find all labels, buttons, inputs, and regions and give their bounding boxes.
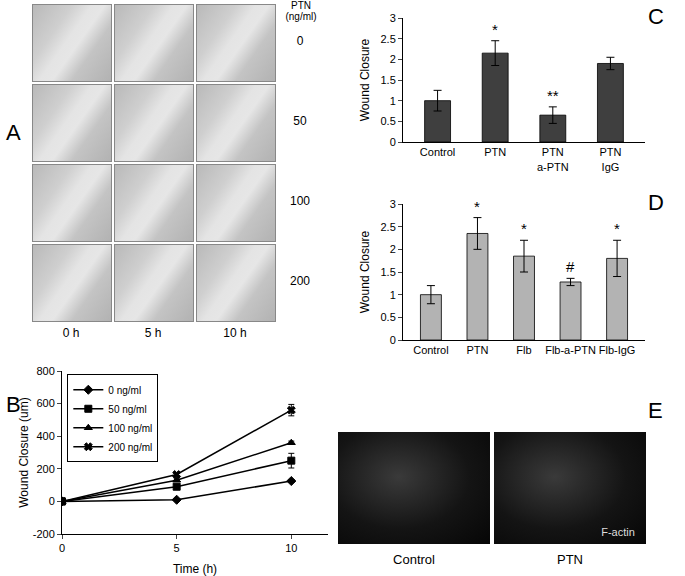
svg-text:100 ng/ml: 100 ng/ml [108, 423, 152, 434]
svg-text:*: * [614, 220, 620, 237]
svg-text:50 ng/ml: 50 ng/ml [108, 404, 146, 415]
svg-text:Wound Closure: Wound Closure [358, 38, 372, 121]
html-text:A: A [6, 120, 21, 145]
svg-text:0 ng/ml: 0 ng/ml [108, 385, 141, 396]
html-text:B: B [6, 392, 21, 417]
svg-text:-200: -200 [33, 528, 55, 540]
svg-text:#: # [566, 258, 575, 275]
html-text:0 h: 0 h [62, 326, 80, 340]
html-text:0: 0 [296, 34, 304, 48]
html-text:PTN (ng/ml): PTN (ng/ml) [285, 0, 317, 22]
svg-text:Control: Control [420, 146, 455, 158]
svg-text:200: 200 [36, 463, 54, 475]
svg-text:0: 0 [49, 495, 55, 507]
svg-text:1: 1 [390, 95, 396, 107]
svg-text:*: * [521, 220, 527, 237]
svg-text:Control: Control [413, 344, 448, 356]
svg-text:0: 0 [390, 136, 396, 148]
svg-text:Flb: Flb [516, 344, 531, 356]
html-text:10 h: 10 h [223, 326, 247, 340]
svg-text:PTN: PTN [484, 146, 506, 158]
svg-text:Wound Closure (um): Wound Closure (um) [17, 397, 31, 508]
svg-text:800: 800 [36, 365, 54, 377]
svg-text:**: ** [547, 87, 559, 104]
svg-text:0.5: 0.5 [381, 115, 396, 127]
svg-text:1.5: 1.5 [381, 266, 396, 278]
svg-text:PTNIgG: PTNIgG [599, 146, 621, 172]
html-text:F-actin: F-actin [601, 526, 635, 538]
svg-text:1.5: 1.5 [381, 74, 396, 86]
svg-text:2.5: 2.5 [381, 221, 396, 233]
svg-text:PTN: PTN [466, 344, 488, 356]
svg-text:2.5: 2.5 [381, 33, 396, 45]
svg-text:0: 0 [390, 334, 396, 346]
svg-text:2: 2 [390, 53, 396, 65]
svg-text:*: * [492, 21, 498, 38]
svg-text:Time (h): Time (h) [173, 562, 217, 576]
html-text:100: 100 [290, 194, 310, 208]
html-text:5 h: 5 h [144, 326, 162, 340]
svg-text:*: * [474, 198, 480, 215]
svg-text:3: 3 [390, 12, 396, 24]
svg-text:PTNa-PTN: PTNa-PTN [537, 146, 569, 172]
svg-text:Flb-IgG: Flb-IgG [599, 344, 636, 356]
html-text:C: C [648, 4, 664, 29]
svg-text:0.5: 0.5 [381, 311, 396, 323]
html-text:Control: Control [393, 552, 435, 567]
svg-text:600: 600 [36, 397, 54, 409]
html-text:PTN: PTN [557, 552, 583, 567]
svg-text:5: 5 [174, 542, 180, 554]
html-text:50: 50 [293, 114, 307, 128]
svg-text:2: 2 [390, 243, 396, 255]
html-text:E: E [648, 398, 663, 423]
svg-text:3: 3 [390, 198, 396, 210]
html-text:200: 200 [290, 274, 310, 288]
svg-text:Flb-a-PTN: Flb-a-PTN [545, 344, 596, 356]
svg-text:400: 400 [36, 430, 54, 442]
svg-text:1: 1 [390, 289, 396, 301]
svg-text:10: 10 [285, 542, 297, 554]
svg-text:Wound Closure: Wound Closure [358, 230, 372, 313]
svg-text:200 ng/ml: 200 ng/ml [108, 442, 152, 453]
svg-text:0: 0 [59, 542, 65, 554]
html-text:D: D [648, 190, 664, 215]
